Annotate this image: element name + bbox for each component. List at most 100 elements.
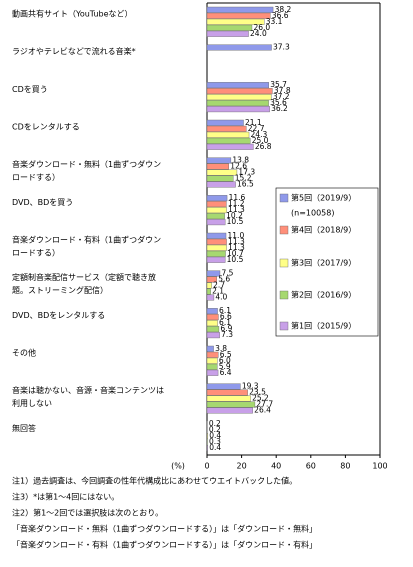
note: 「音楽ダウンロード・無料（1曲ずつダウンロードする）」は「ダウンロード・無料」	[12, 524, 317, 534]
value-label: 10.5	[227, 255, 244, 264]
legend-swatch	[280, 322, 288, 330]
bar	[207, 31, 249, 37]
bar	[207, 402, 255, 408]
bar	[207, 201, 226, 207]
bar	[207, 352, 218, 358]
bar	[207, 176, 233, 182]
bar	[207, 245, 227, 251]
category-label: DVD、BDをレンタルする	[12, 311, 105, 320]
x-tick-label: 100	[372, 462, 387, 471]
bar	[207, 332, 220, 338]
bar	[207, 126, 246, 132]
bar	[207, 326, 219, 332]
category-label: 動画共有サイト（YouTubeなど）	[12, 9, 133, 19]
value-label: 4.0	[215, 292, 227, 301]
note: 注1）過去調査は、今回調査の性年代構成比にあわせてウエイトバックした値。	[12, 476, 297, 486]
category-label: CDをレンタルする	[12, 123, 80, 132]
value-label: 16.5	[237, 179, 254, 188]
legend-label: 第1回（2015/9）	[291, 321, 356, 331]
bar	[207, 158, 231, 164]
bar	[207, 433, 208, 439]
category-label: その他	[12, 348, 36, 358]
bar	[207, 106, 270, 112]
legend-swatch	[280, 259, 288, 267]
bar	[207, 370, 218, 376]
bar	[207, 25, 252, 31]
bar	[207, 138, 250, 144]
x-tick-label: 0	[204, 462, 209, 471]
category-label: 音楽は聴かない、音源・音楽コンテンツは	[12, 385, 164, 395]
value-label: 7.3	[221, 330, 233, 339]
bar	[207, 308, 218, 314]
legend-swatch	[280, 194, 288, 202]
value-label: 6.4	[220, 368, 232, 377]
bar	[207, 88, 272, 94]
note: 注3）*は第1～4回にはない。	[12, 492, 119, 502]
bar	[207, 82, 269, 88]
value-label: 26.4	[254, 405, 271, 414]
legend-label: 第2回（2016/9）	[291, 290, 356, 300]
bar	[207, 13, 270, 19]
value-label: 37.3	[273, 42, 290, 51]
bar	[207, 358, 217, 364]
value-label: 36.2	[271, 104, 288, 113]
legend-label: 第3回（2017/9）	[291, 258, 356, 268]
bar	[207, 94, 271, 100]
bar	[207, 164, 229, 170]
bar	[207, 207, 227, 213]
bar	[207, 314, 218, 320]
bar	[207, 182, 236, 188]
note: 注2）第1～2回では選択肢は次のとおり。	[12, 508, 163, 518]
category-label: DVD、BDを買う	[12, 198, 73, 207]
bar	[207, 295, 214, 301]
value-label: 26.8	[255, 142, 272, 151]
bar	[207, 170, 237, 176]
category-label: CDを買う	[12, 85, 48, 94]
bar	[207, 390, 248, 396]
bar	[207, 320, 218, 326]
bar	[207, 239, 227, 245]
bar	[207, 233, 226, 239]
category-label: 定額制音楽配信サービス（定額で聴き放	[12, 272, 156, 282]
legend-swatch	[280, 291, 288, 299]
value-label: 24.0	[250, 29, 267, 38]
bar	[207, 251, 226, 257]
bar	[207, 396, 251, 402]
bar	[207, 219, 225, 225]
legend-label: 第4回（2018/9）	[291, 225, 356, 235]
bar	[207, 445, 208, 451]
bar	[207, 45, 272, 51]
value-label: 10.5	[227, 217, 244, 226]
category-label: ロードする）	[12, 173, 60, 182]
bar	[207, 289, 211, 295]
category-label: ロードする）	[12, 249, 60, 258]
bar	[207, 283, 212, 289]
bar	[207, 120, 244, 126]
category-label: 利用しない	[12, 398, 52, 408]
note: 「音楽ダウンロード・有料（1曲ずつダウンロードする）」は「ダウンロード・有料」	[12, 540, 317, 550]
x-tick-label: 20	[237, 462, 247, 471]
x-tick-label: 80	[340, 462, 350, 471]
bar	[207, 132, 249, 138]
bar	[207, 195, 227, 201]
bar	[207, 346, 214, 352]
category-label: 音楽ダウンロード・有料（1曲ずつダウン	[12, 235, 161, 245]
bar	[207, 100, 269, 106]
bar	[207, 384, 240, 390]
category-label: ラジオやテレビなどで流れる音楽*	[12, 46, 136, 56]
bar	[207, 7, 273, 13]
category-label: 題。ストリーミング配信）	[12, 285, 108, 295]
bar	[207, 408, 253, 414]
bar	[207, 439, 208, 445]
category-label: 無回答	[12, 423, 36, 433]
legend-label: 第5回（2019/9）	[291, 193, 356, 203]
bar	[207, 213, 225, 219]
bar	[207, 364, 217, 370]
x-tick-label: 40	[271, 462, 281, 471]
category-label: 音楽ダウンロード・無料（1曲ずつダウン	[12, 159, 161, 169]
bar	[207, 144, 253, 150]
x-axis-label: (%)	[171, 462, 185, 471]
legend-note: (n=10058)	[291, 209, 334, 218]
value-label: 0.4	[209, 443, 221, 452]
